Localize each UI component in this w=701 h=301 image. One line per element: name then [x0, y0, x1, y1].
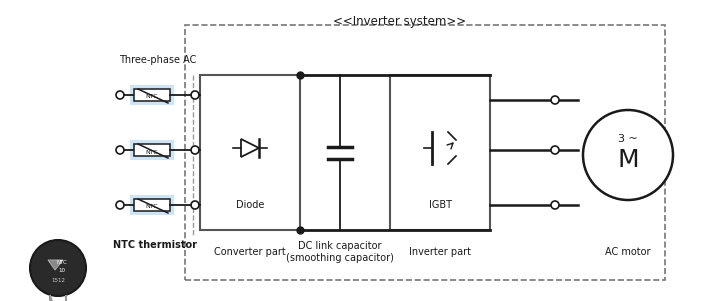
Circle shape	[191, 201, 199, 209]
Text: NTC: NTC	[146, 204, 158, 209]
FancyBboxPatch shape	[130, 140, 174, 160]
Text: DC link capacitor
(smoothing capacitor): DC link capacitor (smoothing capacitor)	[286, 241, 394, 263]
Text: <<Inverter system>>: <<Inverter system>>	[334, 15, 467, 29]
Text: AC motor: AC motor	[605, 247, 651, 257]
FancyBboxPatch shape	[390, 75, 490, 230]
Text: NTC: NTC	[146, 95, 158, 100]
Circle shape	[191, 146, 199, 154]
FancyBboxPatch shape	[134, 199, 170, 211]
Text: Converter part: Converter part	[214, 247, 286, 257]
Text: Three-phase AC: Three-phase AC	[119, 55, 197, 65]
Circle shape	[116, 91, 124, 99]
Text: Diode: Diode	[236, 200, 264, 210]
Text: 3 ~: 3 ~	[618, 134, 638, 144]
FancyBboxPatch shape	[134, 89, 170, 101]
Circle shape	[191, 91, 199, 99]
Circle shape	[30, 240, 86, 296]
Text: 10: 10	[58, 268, 65, 274]
Circle shape	[583, 110, 673, 200]
Text: Inverter part: Inverter part	[409, 247, 471, 257]
Text: M: M	[617, 148, 639, 172]
Circle shape	[551, 96, 559, 104]
Polygon shape	[48, 260, 63, 270]
FancyBboxPatch shape	[130, 85, 174, 105]
FancyBboxPatch shape	[134, 144, 170, 156]
FancyBboxPatch shape	[200, 75, 300, 230]
Circle shape	[116, 146, 124, 154]
Text: 1512: 1512	[51, 278, 65, 283]
FancyBboxPatch shape	[130, 195, 174, 215]
Circle shape	[551, 146, 559, 154]
Text: IGBT: IGBT	[428, 200, 451, 210]
Circle shape	[551, 201, 559, 209]
Text: NTC: NTC	[146, 150, 158, 154]
Circle shape	[116, 201, 124, 209]
Text: NTC thermistor: NTC thermistor	[113, 240, 197, 250]
Text: NTC: NTC	[57, 260, 67, 265]
